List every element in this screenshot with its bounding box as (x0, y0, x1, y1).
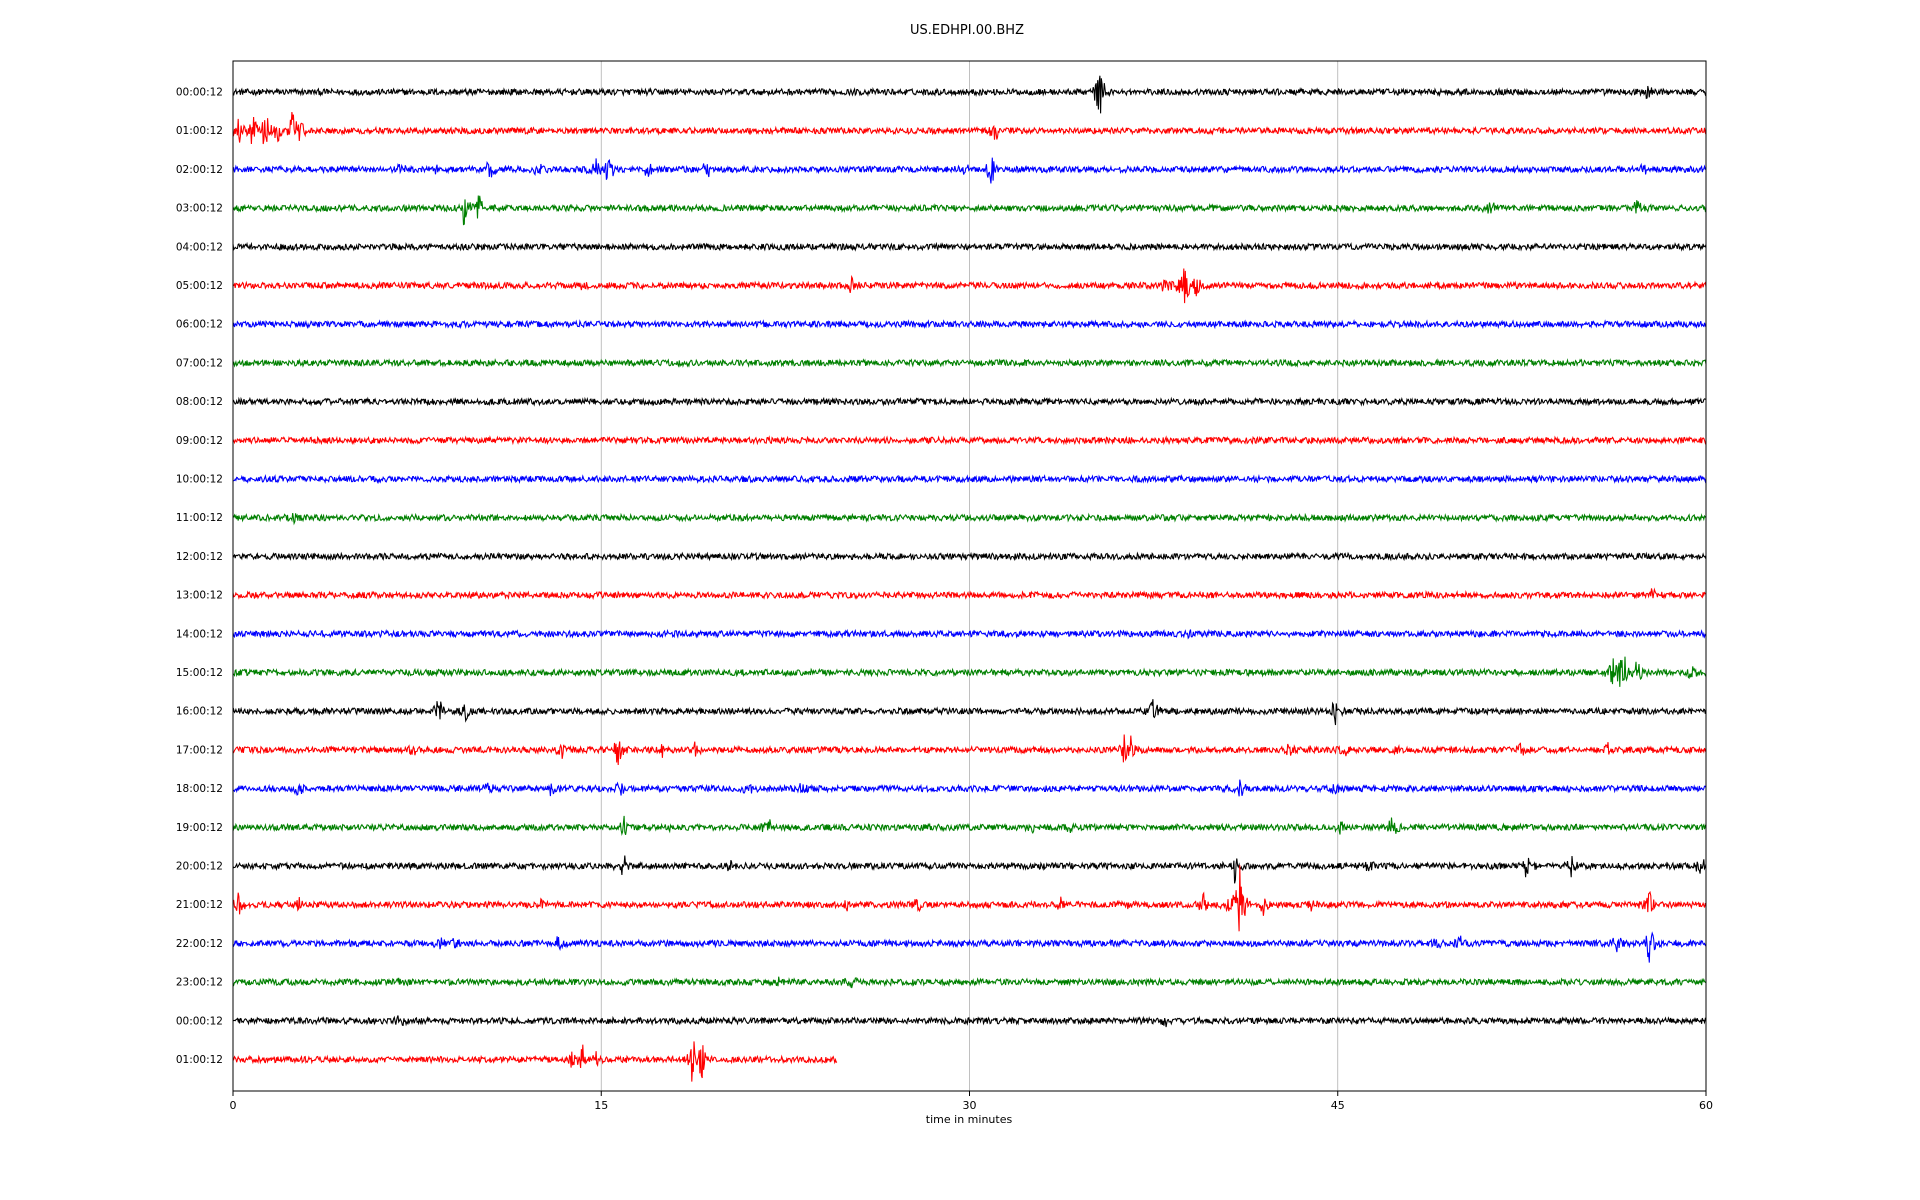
trace-25 (232, 1041, 838, 1082)
row-label-14: 14:00:12 (176, 628, 223, 640)
row-label-6: 06:00:12 (176, 319, 223, 331)
row-label-13: 13:00:12 (176, 590, 223, 602)
row-label-7: 07:00:12 (176, 357, 223, 369)
trace-17 (232, 734, 1707, 766)
trace-23 (232, 976, 1707, 989)
row-label-23: 23:00:12 (176, 977, 223, 989)
trace-8 (232, 396, 1707, 407)
trace-6 (232, 319, 1707, 330)
x-tick-label-4: 60 (1699, 1099, 1713, 1112)
row-label-16: 16:00:12 (176, 706, 223, 718)
trace-13 (232, 587, 1707, 601)
trace-2 (232, 157, 1707, 184)
trace-10 (232, 473, 1707, 485)
trace-4 (232, 241, 1707, 252)
trace-14 (232, 628, 1707, 640)
trace-19 (232, 815, 1707, 836)
trace-7 (232, 357, 1707, 369)
row-label-20: 20:00:12 (176, 861, 223, 873)
trace-12 (232, 551, 1707, 562)
row-label-24: 00:00:12 (176, 1015, 223, 1027)
trace-5 (232, 268, 1707, 304)
row-label-12: 12:00:12 (176, 551, 223, 563)
x-tick-label-0: 0 (230, 1099, 237, 1112)
trace-15 (232, 656, 1707, 687)
trace-3 (232, 195, 1707, 226)
trace-11 (232, 512, 1707, 526)
traces (232, 75, 1707, 1082)
trace-9 (232, 435, 1707, 446)
row-label-18: 18:00:12 (176, 783, 223, 795)
row-label-9: 09:00:12 (176, 435, 223, 447)
x-tick-label-1: 15 (594, 1099, 608, 1112)
row-label-4: 04:00:12 (176, 241, 223, 253)
plot-title: US.EDHPI.00.BHZ (910, 23, 1024, 38)
row-label-5: 05:00:12 (176, 280, 223, 292)
row-label-2: 02:00:12 (176, 164, 223, 176)
row-labels: 00:00:12 01:00:12 02:00:12 03:00:12 04:00:12… (176, 87, 223, 1067)
row-label-0: 00:00:12 (176, 87, 223, 99)
trace-18 (232, 779, 1707, 797)
x-axis-label: time in minutes (926, 1113, 1013, 1126)
grid-lines (600, 61, 1339, 1091)
row-label-11: 11:00:12 (176, 512, 223, 524)
row-label-19: 19:00:12 (176, 822, 223, 834)
trace-0 (233, 75, 1707, 114)
row-label-8: 08:00:12 (176, 396, 223, 408)
row-label-3: 03:00:12 (176, 203, 223, 215)
x-tick-label-2: 30 (963, 1099, 977, 1112)
trace-16 (232, 699, 1707, 726)
trace-20 (232, 855, 1707, 884)
row-label-25: 01:00:12 (176, 1054, 223, 1066)
row-label-1: 01:00:12 (176, 125, 223, 137)
trace-22 (232, 931, 1707, 963)
row-label-17: 17:00:12 (176, 744, 223, 756)
x-tick-label-3: 45 (1331, 1099, 1345, 1112)
trace-24 (232, 1015, 1707, 1028)
row-label-15: 15:00:12 (176, 667, 223, 679)
row-label-22: 22:00:12 (176, 938, 223, 950)
row-label-21: 21:00:12 (176, 899, 223, 911)
trace-1 (232, 111, 1707, 145)
row-label-10: 10:00:12 (176, 474, 223, 486)
x-axis: 0 15 30 45 60 (230, 1091, 1713, 1112)
trace-21 (232, 865, 1707, 932)
